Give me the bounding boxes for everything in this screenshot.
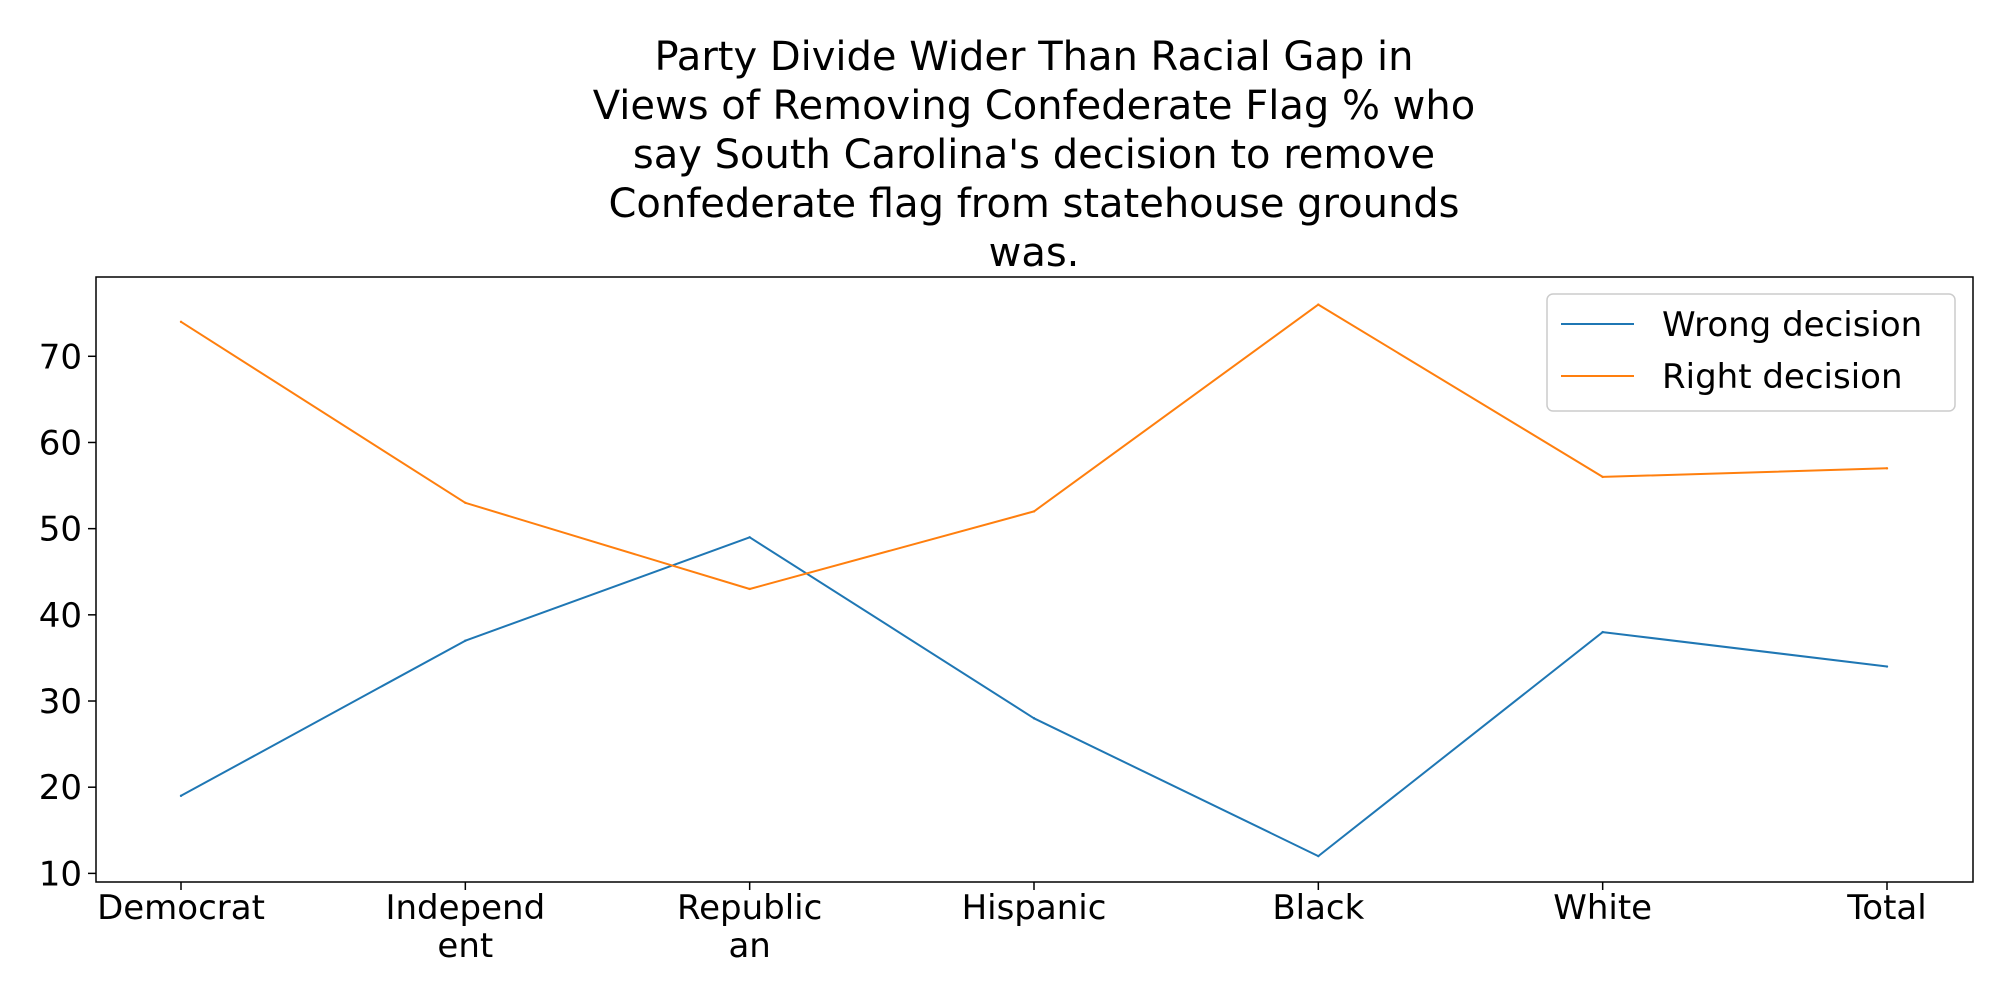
chart-title-line: say South Carolina's decision to remove (633, 132, 1435, 178)
chart-title-line: Confederate flag from statehouse grounds (608, 181, 1459, 227)
x-tick-label: Democrat (97, 888, 265, 928)
x-tick-label: ent (437, 926, 493, 966)
data-point (748, 536, 751, 539)
y-tick-label: 40 (39, 596, 82, 636)
data-point (1032, 510, 1036, 513)
y-tick-label: 20 (39, 768, 82, 808)
chart-title-line: Views of Removing Confederate Flag % who (593, 83, 1475, 129)
data-point (179, 794, 183, 798)
legend: Wrong decision Right decision (1546, 293, 1956, 412)
data-point (748, 587, 751, 591)
chart-title-line: was. (989, 230, 1080, 276)
y-axis: 10 20 30 40 50 60 70 (39, 337, 96, 894)
chart-title: Party Divide Wider Than Racial Gap inVie… (593, 34, 1475, 276)
x-tick-label: Hispanic (962, 888, 1107, 928)
series-lines (179, 303, 1889, 858)
x-tick-label: Total (1846, 888, 1926, 928)
x-tick-label: an (728, 926, 770, 966)
y-tick-label: 50 (39, 510, 82, 550)
legend-label: Wrong decision (1662, 305, 1922, 345)
data-point (1885, 665, 1889, 668)
data-point (1601, 475, 1604, 479)
data-point (464, 501, 467, 504)
y-tick-label: 30 (39, 682, 82, 722)
legend-label: Right decision (1662, 357, 1903, 397)
data-point (464, 639, 467, 642)
y-tick-label: 60 (39, 423, 82, 463)
x-tick-label: Republic (677, 888, 822, 928)
data-point (1601, 630, 1604, 634)
chart-title-line: Party Divide Wider Than Racial Gap in (654, 34, 1413, 80)
data-point (179, 320, 183, 324)
legend-box (1546, 293, 1956, 412)
data-point (1317, 854, 1320, 858)
y-tick-label: 10 (39, 854, 82, 894)
data-point (1317, 303, 1320, 306)
y-tick-label: 70 (39, 337, 82, 377)
series-line-wrong-decision (180, 536, 1888, 858)
x-tick-label: Black (1272, 888, 1364, 928)
data-point (1885, 467, 1889, 470)
x-tick-label: White (1553, 888, 1652, 928)
data-point (1032, 717, 1036, 720)
x-tick-label: Independ (385, 888, 545, 928)
